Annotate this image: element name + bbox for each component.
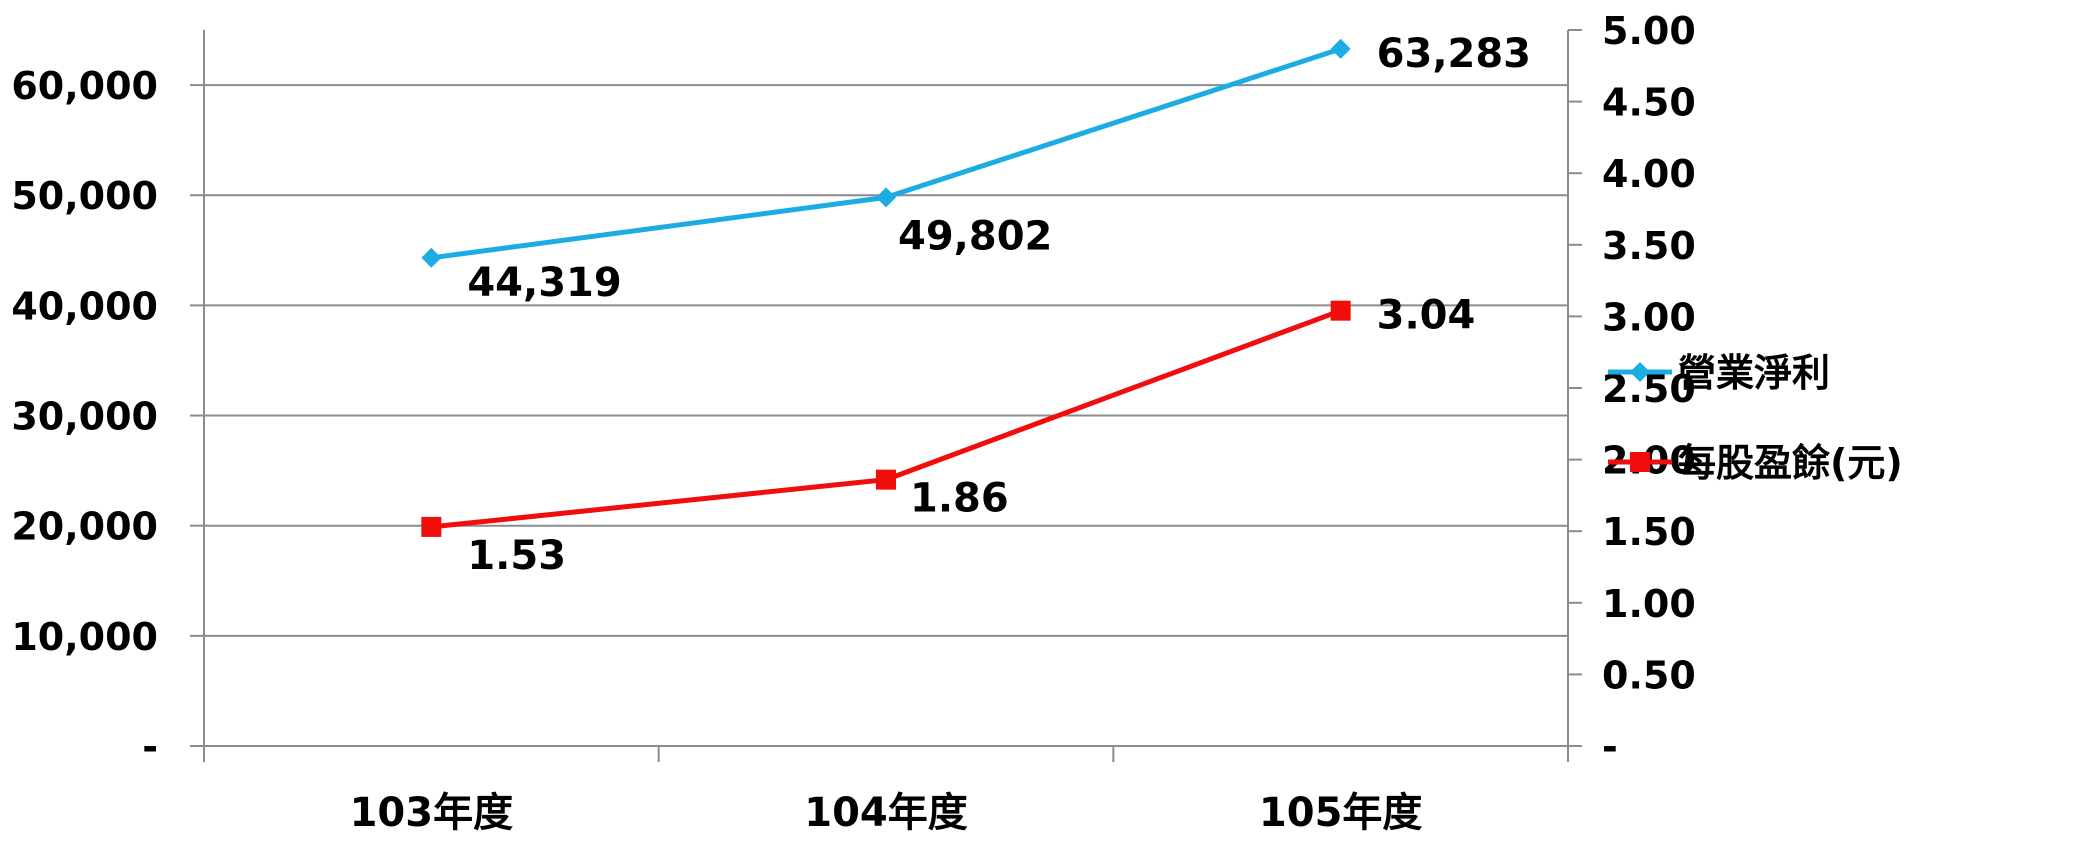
right-tick-label: -: [1602, 725, 1618, 769]
left-tick-label: 20,000: [11, 505, 158, 549]
right-tick-label: 5.00: [1602, 9, 1696, 53]
data-point: [421, 247, 442, 268]
right-tick-label: 3.50: [1602, 224, 1696, 268]
left-tick-label: 30,000: [11, 395, 158, 439]
data-label: 63,283: [1377, 31, 1531, 77]
data-point: [421, 516, 442, 537]
data-label: 44,319: [467, 260, 621, 306]
data-label: 1.86: [910, 476, 1009, 522]
right-tick-label: 0.50: [1602, 653, 1696, 697]
legend-marker: [1630, 362, 1650, 382]
right-axis-ticks: -0.501.001.502.002.503.003.504.004.505.0…: [1568, 9, 1696, 769]
data-label: 3.04: [1377, 293, 1476, 339]
series-line: [431, 308, 1342, 530]
category-label: 104年度: [804, 790, 968, 836]
right-tick-label: 4.50: [1602, 81, 1696, 125]
right-tick-label: 1.00: [1602, 582, 1696, 626]
left-tick-label: -: [142, 725, 158, 769]
right-tick-label: 3.00: [1602, 295, 1696, 339]
legend-marker: [1630, 452, 1650, 472]
data-point: [1330, 300, 1351, 321]
series-lines: 44,319 49,802 63,283 1.53 1.86 3.04: [421, 31, 1531, 579]
left-tick-label: 60,000: [11, 64, 158, 108]
series-line: [431, 46, 1342, 261]
data-label: 1.53: [467, 533, 566, 579]
left-tick-label: 50,000: [11, 174, 158, 218]
category-label: 103年度: [350, 790, 514, 836]
data-point: [876, 187, 896, 208]
data-label: 49,802: [898, 213, 1052, 259]
legend-label: 每股盈餘(元): [1678, 441, 1903, 485]
left-tick-label: 40,000: [11, 284, 158, 328]
axes: [203, 30, 1569, 762]
data-point: [876, 469, 896, 490]
data-point: [1330, 38, 1351, 59]
right-tick-label: 4.00: [1602, 152, 1696, 196]
left-axis-ticks: - 10,000 20,000 30,000 40,000 50,000 60,000: [11, 64, 204, 769]
gridlines: [204, 84, 1568, 637]
legend-label: 營業淨利: [1678, 351, 1830, 395]
category-labels: 103年度 104年度 105年度: [350, 790, 1423, 836]
category-label: 105年度: [1259, 790, 1423, 836]
right-tick-label: 1.50: [1602, 510, 1696, 554]
left-tick-label: 10,000: [11, 615, 158, 659]
